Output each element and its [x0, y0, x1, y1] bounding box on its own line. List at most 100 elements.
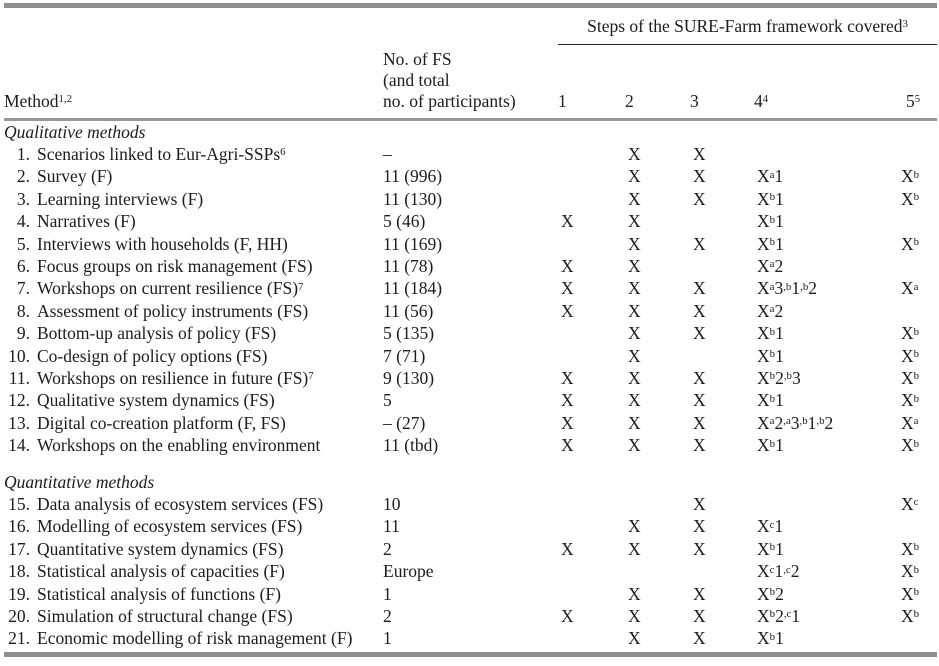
- step-1-cell: [558, 560, 625, 582]
- step-2-cell: X: [628, 435, 641, 456]
- method-cell: 11. Workshops on resilience in future (FS…: [4, 367, 383, 389]
- step-2-cell: X: [628, 538, 641, 559]
- top-rule: [4, 3, 937, 8]
- method-label: Focus groups on risk management (FS): [37, 255, 313, 276]
- step-4-cell: Xc1,c2: [757, 561, 800, 582]
- fs-count-cell: Europe: [383, 561, 434, 582]
- col-header-fs: No. of FS (and total no. of participants…: [383, 44, 558, 121]
- row-number: 19.: [8, 583, 30, 604]
- step-4-cell: Xb1: [757, 538, 784, 559]
- table-row: 13. Digital co-creation platform (F, FS) –…: [4, 412, 937, 434]
- step-2-cell: X: [628, 188, 641, 209]
- step-1-cell: X: [561, 211, 574, 232]
- step-4-cell: Xb2,b3: [757, 367, 801, 388]
- fs-count-cell: 5 (46): [383, 211, 426, 232]
- method-label: Assessment of policy instruments (FS): [37, 300, 309, 321]
- step-5-cell: Xc: [901, 494, 919, 514]
- method-cell: 5. Interviews with households (F, HH): [4, 233, 383, 255]
- step-1-cell: [558, 188, 625, 210]
- fs-count-cell: 10: [383, 494, 401, 514]
- step-3-cell: X: [693, 538, 706, 559]
- step-5-cell: [898, 300, 937, 322]
- table-row: 6. Focus groups on risk management (FS) 11…: [4, 255, 937, 277]
- step-4-cell: Xa3,b1,b2: [757, 278, 817, 299]
- step-1-cell: X: [561, 538, 574, 559]
- row-number: 5.: [16, 233, 30, 254]
- step-2-cell: X: [628, 390, 641, 411]
- step-2-cell: X: [628, 516, 641, 537]
- table-row: 18. Statistical analysis of capacities (F…: [4, 560, 937, 582]
- step-3-cell: X: [693, 367, 706, 388]
- step-1-cell: [558, 493, 625, 515]
- step-4-cell: [754, 493, 898, 515]
- step-1-cell: [558, 627, 625, 649]
- step-3-cell: X: [693, 583, 706, 604]
- method-label: Workshops on the enabling environment: [37, 435, 321, 456]
- step-5-cell: Xb: [901, 390, 920, 411]
- row-number: 16.: [8, 516, 30, 537]
- col-header-step-4: 44: [754, 44, 898, 121]
- method-label: Data analysis of ecosystem services (FS): [37, 494, 324, 514]
- table-row: 12. Qualitative system dynamics (FS) 5 X X X X…: [4, 389, 937, 411]
- method-label: Modelling of ecosystem services (FS): [37, 516, 303, 537]
- method-cell: 16. Modelling of ecosystem services (FS): [4, 515, 383, 537]
- step-2-cell: X: [628, 323, 641, 344]
- section-title: Qualitative methods: [4, 121, 146, 142]
- step-1-cell: X: [561, 300, 574, 321]
- table-row: 16. Modelling of ecosystem services (FS) 1…: [4, 515, 937, 537]
- spanner-heading: Steps of the SURE-Farm framework covered…: [558, 8, 938, 45]
- step-2-cell: X: [628, 278, 641, 299]
- method-label: Workshops on current resilience (FS)7: [37, 278, 304, 299]
- step-4-cell: Xa2: [757, 255, 784, 276]
- method-label: Workshops on resilience in future (FS)7: [37, 367, 314, 388]
- step-4-cell: Xb1: [757, 323, 784, 344]
- step-4-cell: Xa2: [757, 300, 784, 321]
- step-3-cell: X: [693, 516, 706, 537]
- step-3-cell: X: [693, 435, 706, 456]
- method-label: Qualitative system dynamics (FS): [37, 390, 275, 411]
- method-cell: 6. Focus groups on risk management (FS): [4, 255, 383, 277]
- step-2-cell: X: [628, 606, 641, 627]
- method-label: Digital co-creation platform (F, FS): [37, 412, 286, 433]
- step-5-cell: Xb: [901, 583, 920, 604]
- step-1-cell: X: [561, 278, 574, 299]
- fs-count-cell: 11 (56): [383, 300, 434, 321]
- row-number: 11.: [8, 367, 30, 388]
- method-cell: 21. Economic modelling of risk management…: [4, 627, 383, 649]
- table-row: 15. Data analysis of ecosystem services (…: [4, 493, 937, 515]
- fs-count-cell: 11 (169): [383, 233, 443, 254]
- method-label: Quantitative system dynamics (FS): [37, 538, 284, 559]
- fs-count-cell: – (27): [383, 412, 426, 433]
- table-row: 19. Statistical analysis of functions (F)…: [4, 583, 937, 605]
- fs-count-cell: 5 (135): [383, 323, 435, 344]
- row-number: 14.: [8, 435, 30, 456]
- table-row: 11. Workshops on resilience in future (FS…: [4, 367, 937, 389]
- row-number: 3.: [16, 188, 30, 209]
- table-row: 7. Workshops on current resilience (FS)7 1…: [4, 277, 937, 299]
- row-number: 1.: [16, 143, 30, 164]
- method-cell: 9. Bottom-up analysis of policy (FS): [4, 322, 383, 344]
- row-number: 9.: [16, 323, 30, 344]
- row-number: 8.: [16, 300, 30, 321]
- method-cell: 3. Learning interviews (F): [4, 188, 383, 210]
- step-5-cell: Xb: [901, 166, 920, 187]
- step-2-cell: X: [628, 255, 641, 276]
- table-row: 17. Quantitative system dynamics (FS) 2 X X X…: [4, 538, 937, 560]
- row-number: 7.: [16, 278, 30, 299]
- row-number: 6.: [16, 255, 30, 276]
- col-header-step-3: 3: [690, 44, 754, 121]
- method-label: Learning interviews (F): [37, 188, 204, 209]
- fs-count-cell: 2: [383, 606, 392, 627]
- step-4-cell: Xb2: [757, 583, 784, 604]
- fs-count-cell: 7 (71): [383, 345, 426, 366]
- method-cell: 8. Assessment of policy instruments (FS): [4, 300, 383, 322]
- method-cell: 15. Data analysis of ecosystem services (…: [4, 493, 383, 515]
- step-5-cell: Xb: [901, 435, 920, 456]
- step-5-cell: Xb: [901, 606, 920, 627]
- step-3-cell: [690, 560, 754, 582]
- step-5-cell: Xb: [901, 323, 920, 344]
- step-4-cell: Xa2,a3,b1,b2: [757, 412, 834, 433]
- step-2-cell: [625, 560, 690, 582]
- step-4-cell: Xb1: [757, 435, 784, 456]
